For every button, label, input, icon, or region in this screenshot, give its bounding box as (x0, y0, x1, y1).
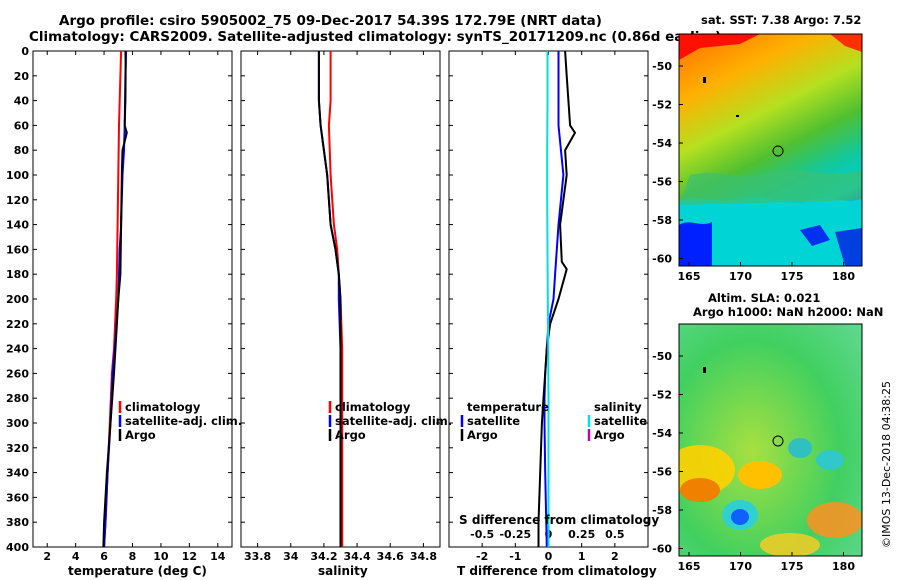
difference-series-t-argo (537, 50, 576, 547)
map-lat-label: -50 (652, 350, 672, 363)
legend-label-t-argo: Argo (467, 428, 498, 442)
map-lon-label: 180 (832, 560, 855, 573)
y-tick-label: 220 (6, 318, 29, 331)
legend-label-satellite-adj: satellite-adj. clim. (125, 414, 242, 428)
s-difference-tick-label: 0.5 (605, 528, 625, 541)
temperature-series-argo (102, 50, 128, 548)
legend-title-temperature: temperature (467, 400, 549, 414)
x-tick-label: 33.8 (244, 550, 271, 563)
sla-map (679, 324, 862, 556)
sst-map-caption: sat. SST: 7.38 Argo: 7.52 (701, 13, 862, 27)
x-tick-label: 1 (578, 550, 586, 563)
temperature-axis-label: temperature (deg C) (68, 564, 207, 578)
legend-label-argo: Argo (125, 428, 156, 442)
temperature-panel (32, 50, 233, 548)
y-tick-label: 380 (6, 516, 29, 529)
x-tick-label: 34.2 (310, 550, 337, 563)
salinity-series-argo (317, 51, 342, 547)
x-tick-label: 10 (153, 550, 169, 563)
t-difference-axis-label: T difference from climatology (457, 564, 657, 578)
chart-title-line-1: Argo profile: csiro 5905002_75 09-Dec-20… (59, 13, 602, 29)
legend-label-s-satellite: satellite (594, 414, 647, 428)
map-lat-label: -52 (652, 99, 672, 112)
x-tick-label: 34.6 (377, 550, 404, 563)
y-tick-label: 180 (6, 268, 29, 281)
map-lat-label: -52 (652, 389, 672, 402)
salinity-axis-label: salinity (318, 564, 368, 578)
x-tick-label: 34.4 (344, 550, 371, 563)
y-tick-label: 340 (6, 467, 29, 480)
map-lat-label: -56 (652, 176, 672, 189)
map-lon-label: 170 (729, 560, 752, 573)
map-lat-label: -54 (652, 427, 672, 440)
float-marker (772, 435, 784, 447)
y-tick-label: 300 (6, 417, 29, 430)
map-lat-label: -58 (652, 214, 672, 227)
difference-series-t-satellite (543, 51, 565, 548)
salinity-series-climatology (327, 51, 344, 547)
chart-title-line-2: Climatology: CARS2009. Satellite-adjuste… (29, 29, 722, 45)
y-tick-label: 200 (6, 293, 29, 306)
temperature-legend: climatology satellite-adj. clim. Argo (118, 400, 242, 442)
x-tick-label: 4 (72, 550, 80, 563)
s-difference-tick-label: -0.5 (470, 528, 494, 541)
s-difference-tick-label: 0.25 (568, 528, 595, 541)
y-tick-label: 280 (6, 392, 29, 405)
y-tick-label: 320 (6, 442, 29, 455)
y-tick-label: 0 (21, 45, 29, 58)
x-tick-label: -2 (476, 550, 488, 563)
s-difference-tick-label: -0.25 (499, 528, 531, 541)
legend-title-salinity: salinity (594, 400, 642, 414)
map-lon-label: 175 (781, 560, 804, 573)
legend-label-t-satellite: satellite (467, 414, 520, 428)
x-tick-label: 34.8 (410, 550, 437, 563)
x-tick-label: 2 (611, 550, 619, 563)
map-lat-label: -60 (652, 543, 672, 556)
x-tick-label: 2 (43, 550, 51, 563)
x-tick-label: 0 (545, 550, 553, 563)
difference-series-s-satellite (546, 51, 550, 547)
y-tick-label: 160 (6, 243, 29, 256)
x-tick-label: 34 (283, 550, 299, 563)
map-lat-label: -56 (652, 466, 672, 479)
x-tick-label: -1 (509, 550, 521, 563)
map-lon-label: 180 (832, 270, 855, 283)
map-lat-label: -54 (652, 137, 672, 150)
legend-label-satellite-adj: satellite-adj. clim. (335, 414, 452, 428)
y-tick-label: 80 (14, 144, 30, 157)
salinity-legend: climatology satellite-adj. clim. Argo (328, 400, 452, 442)
float-marker (772, 145, 784, 157)
s-difference-axis-label: S difference from climatology (459, 513, 659, 527)
y-tick-label: 140 (6, 219, 29, 232)
legend-label-climatology: climatology (125, 400, 201, 414)
map-lon-label: 175 (781, 270, 804, 283)
legend-label-argo: Argo (335, 428, 366, 442)
y-tick-label: 240 (6, 343, 29, 356)
x-tick-label: 6 (100, 550, 108, 563)
map-lat-label: -58 (652, 504, 672, 517)
map-lon-label: 165 (678, 270, 701, 283)
legend-label-climatology: climatology (335, 400, 411, 414)
legend-label-s-argo: Argo (594, 428, 625, 442)
y-tick-label: 400 (6, 541, 29, 554)
y-tick-label: 100 (6, 169, 29, 182)
y-tick-label: 260 (6, 367, 29, 380)
map-lat-label: -60 (652, 253, 672, 266)
map-lon-label: 165 (678, 560, 701, 573)
map-lat-label: -50 (652, 60, 672, 73)
y-tick-label: 360 (6, 491, 29, 504)
x-tick-label: 8 (129, 550, 137, 563)
y-tick-label: 40 (14, 95, 30, 108)
y-tick-label: 120 (6, 194, 29, 207)
x-tick-label: 12 (182, 550, 197, 563)
map-lon-label: 170 (729, 270, 752, 283)
sst-map (679, 34, 862, 266)
y-tick-label: 60 (14, 119, 30, 132)
difference-legend: temperature satellite Argo salinity sate… (460, 400, 647, 442)
sla-map-caption-1: Altim. SLA: 0.021 (708, 291, 821, 305)
y-tick-label: 20 (14, 70, 30, 83)
x-tick-label: 14 (210, 550, 226, 563)
sla-map-caption-2: Argo h1000: NaN h2000: NaN (693, 305, 884, 319)
